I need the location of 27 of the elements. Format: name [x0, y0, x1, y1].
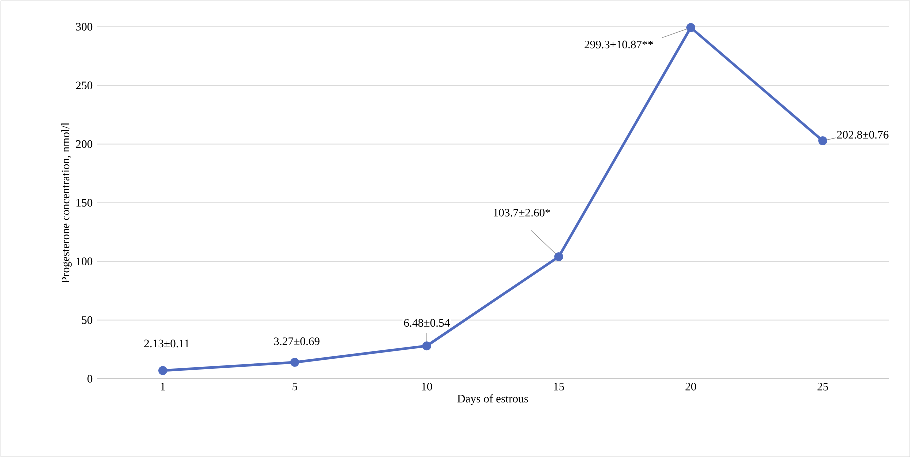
x-tick-label: 10	[422, 383, 432, 391]
annotation: 6.48±0.54	[404, 319, 450, 328]
point	[290, 358, 300, 368]
y-tick-label: 250	[76, 82, 93, 90]
point	[422, 342, 432, 351]
point	[818, 136, 828, 146]
x-tick-label: 1	[161, 383, 166, 391]
annotation: 103.7±2.60*	[494, 209, 550, 217]
x-tick-label: 25	[818, 383, 828, 391]
point	[554, 252, 564, 262]
annotation: 202.8±0.76	[837, 131, 889, 139]
x-tick-label: 15	[554, 383, 564, 391]
annotation: 299.3±10.87**	[584, 40, 654, 49]
x-axis-title: Days of estrous	[458, 394, 528, 406]
point	[158, 366, 168, 376]
annotation: 2.13±0.11	[144, 340, 190, 348]
x-tick-label: 20	[686, 383, 696, 391]
point	[686, 23, 696, 32]
y-tick-label: 200	[76, 140, 93, 148]
y-axis-title: Progesterone concentration, nmol/l	[62, 122, 72, 283]
annotation: 3.27±0.69	[274, 338, 320, 346]
y-tick-label: 50	[82, 316, 93, 324]
y-tick-label: 100	[76, 258, 93, 266]
y-tick-label: 150	[76, 199, 93, 207]
y-tick-label: 0	[88, 375, 93, 383]
x-tick-label: 5	[292, 383, 298, 391]
y-tick-label: 300	[76, 23, 93, 31]
